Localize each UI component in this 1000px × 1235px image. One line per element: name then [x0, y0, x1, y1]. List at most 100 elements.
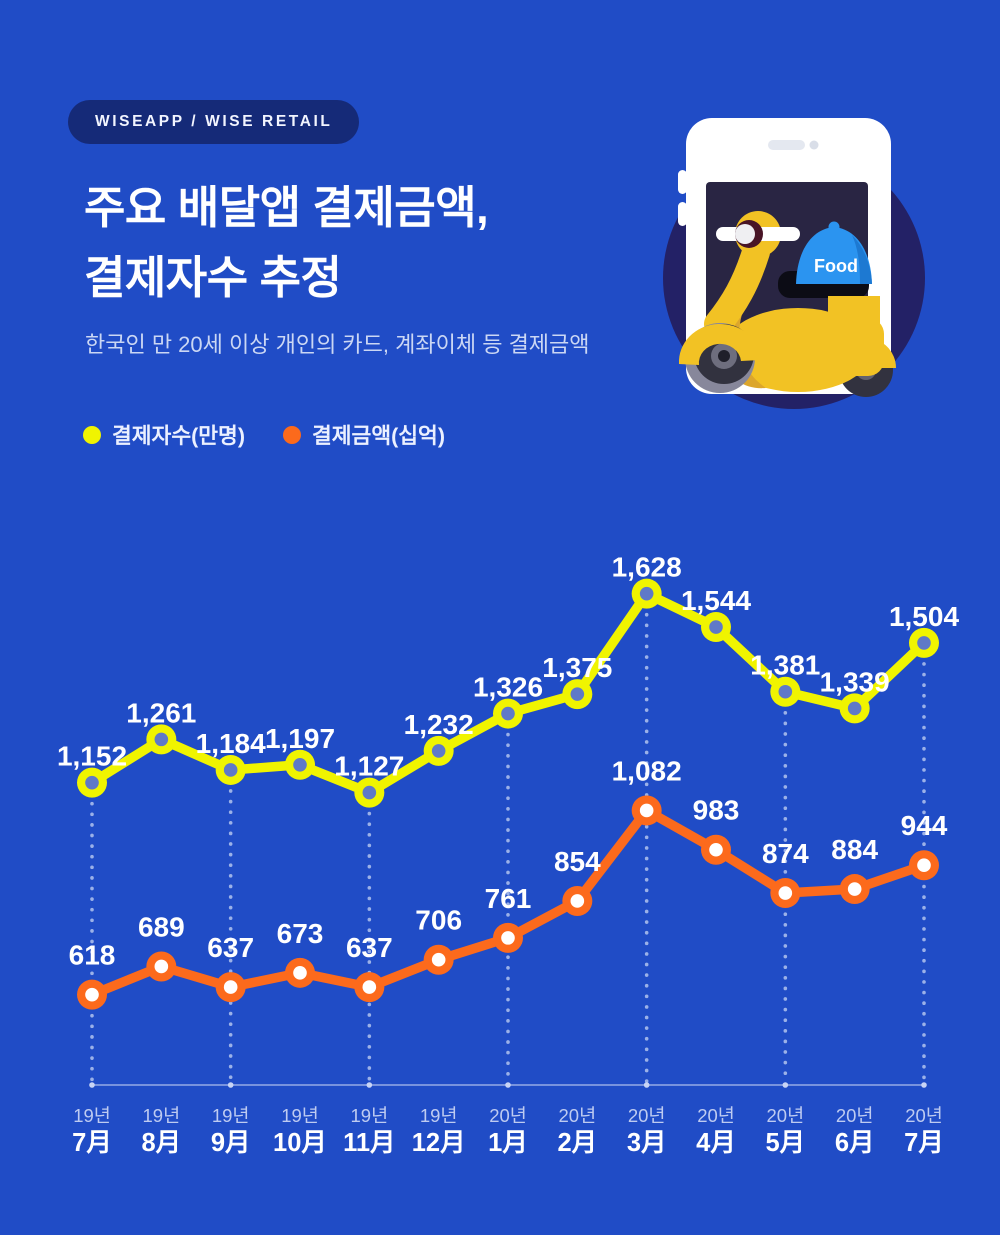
scooter-icon [678, 211, 896, 397]
food-delivery-scooter-illustration: Food [663, 118, 925, 409]
data-value-label: 1,381 [750, 650, 820, 681]
data-value-label: 874 [762, 838, 809, 869]
data-point-center [778, 886, 793, 900]
data-value-label: 1,082 [612, 755, 682, 786]
data-point-center [917, 858, 931, 873]
data-value-label: 1,628 [612, 552, 682, 583]
x-tick-month: 7月 [904, 1129, 944, 1157]
data-value-label: 637 [207, 932, 254, 963]
data-point-center [362, 785, 377, 800]
x-tick-month: 2月 [557, 1129, 597, 1157]
subtitle: 한국인 만 20세 이상 개인의 카드, 계좌이체 등 결제금액 [85, 332, 590, 357]
legend-item-users: 결제자수(만명) [83, 419, 245, 450]
x-tick-year: 20년 [489, 1105, 527, 1126]
x-tick-year: 20년 [905, 1105, 943, 1126]
x-tick-month: 4月 [696, 1129, 736, 1157]
legend-label-amount: 결제금액(십억) [312, 424, 445, 448]
x-tick-year: 19년 [73, 1105, 111, 1126]
x-tick-year: 19년 [351, 1105, 389, 1126]
x-tick-month: 11月 [343, 1129, 395, 1157]
data-value-label: 637 [346, 932, 393, 963]
axis-tick-dot [782, 1082, 789, 1088]
data-point-center [431, 952, 446, 967]
data-value-label: 673 [277, 918, 324, 949]
x-tick-year: 20년 [628, 1105, 666, 1126]
data-point-center [223, 763, 238, 777]
legend-swatch-amount-icon [283, 425, 301, 444]
legend-item-amount: 결제금액(십억) [283, 419, 445, 450]
data-value-label: 1,152 [57, 741, 127, 772]
axis-tick-dot [505, 1082, 511, 1088]
brand-badge: WISEAPP / WISE RETAIL [68, 100, 360, 144]
data-point-center [431, 744, 446, 758]
x-tick-year: 19년 [212, 1105, 250, 1126]
data-value-label: 1,127 [334, 751, 404, 782]
data-point-center [639, 803, 654, 818]
x-tick-year: 19년 [420, 1105, 458, 1126]
data-value-label: 944 [901, 810, 948, 841]
x-tick-year: 19년 [143, 1105, 181, 1126]
x-tick-month: 9月 [211, 1129, 251, 1157]
data-point-center [709, 620, 723, 634]
data-point-center [154, 959, 169, 974]
data-point-center [847, 701, 862, 716]
x-tick-month: 7月 [72, 1129, 112, 1157]
axis-tick-dot [643, 1082, 650, 1088]
data-value-label: 1,504 [889, 601, 959, 632]
data-value-label: 1,544 [681, 585, 751, 616]
data-value-label: 854 [554, 846, 601, 877]
data-point-center [639, 586, 654, 601]
data-value-label: 1,184 [196, 728, 266, 759]
x-tick-year: 20년 [559, 1105, 597, 1126]
data-value-label: 884 [831, 834, 878, 865]
data-value-label: 1,232 [404, 709, 474, 740]
data-point-center [570, 894, 585, 908]
x-tick-month: 8月 [141, 1129, 181, 1157]
x-tick-month: 1月 [488, 1129, 528, 1157]
data-point-center [85, 987, 99, 1002]
x-tick-month: 6月 [835, 1129, 875, 1157]
food-cloche-icon: Food [796, 221, 872, 284]
axis-tick-dot [89, 1082, 95, 1088]
data-point-center [570, 687, 585, 701]
data-point-center [85, 775, 99, 790]
x-tick-month: 12月 [412, 1129, 466, 1157]
data-value-label: 689 [138, 911, 185, 942]
brand-badge-label: WISEAPP / WISE RETAIL [95, 113, 333, 130]
data-value-label: 1,261 [126, 697, 196, 728]
x-tick-year: 20년 [767, 1105, 805, 1126]
data-point-center [709, 842, 723, 857]
data-value-label: 618 [69, 940, 116, 971]
data-point-center [847, 882, 862, 896]
data-point-center [362, 980, 377, 994]
axis-tick-dot [921, 1082, 927, 1088]
page-title: 주요 배달앱 결제금액, 결제자수 추정 [84, 173, 489, 313]
x-tick-month: 5月 [765, 1129, 805, 1157]
data-point-center [223, 980, 238, 994]
axis-tick-dot [227, 1082, 234, 1088]
page-title-line1: 주요 배달앱 결제금액, [84, 182, 489, 233]
food-badge-label: Food [814, 256, 858, 276]
x-tick-year: 20년 [697, 1105, 735, 1126]
page-title-line2: 결제자수 추정 [84, 252, 342, 303]
data-point-center [501, 706, 515, 721]
legend-swatch-users-icon [83, 425, 101, 444]
chart-legend: 결제자수(만명) 결제금액(십억) [83, 419, 445, 450]
x-tick-year: 19년 [281, 1105, 319, 1126]
x-tick-month: 3月 [627, 1129, 667, 1157]
data-value-label: 1,326 [473, 672, 543, 703]
data-point-center [917, 636, 931, 650]
legend-label-users: 결제자수(만명) [112, 424, 245, 448]
data-value-label: 983 [693, 795, 740, 826]
data-point-center [154, 732, 169, 747]
data-value-label: 1,339 [820, 666, 890, 697]
data-point-center [778, 684, 793, 699]
axis-tick-dot [366, 1082, 373, 1088]
data-point-center [501, 931, 515, 945]
data-value-label: 761 [485, 883, 532, 914]
data-value-label: 706 [415, 905, 462, 936]
data-value-label: 1,197 [265, 723, 335, 754]
x-tick-month: 10月 [273, 1129, 327, 1157]
